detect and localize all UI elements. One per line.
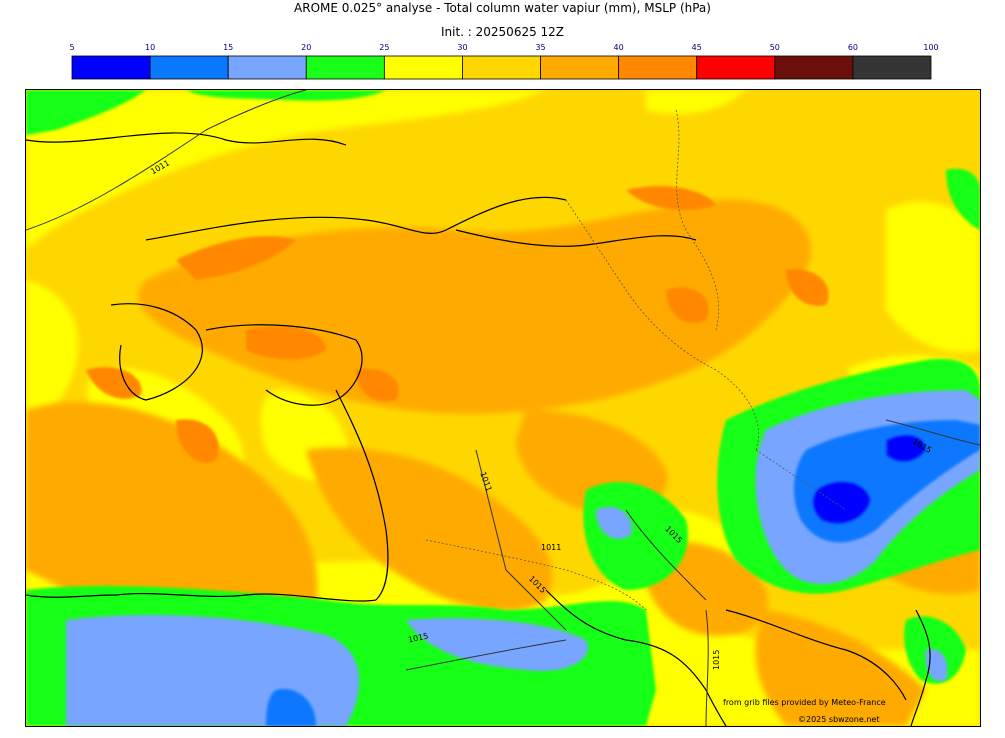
coastlines	[26, 132, 931, 726]
colorbar-swatch	[227, 55, 307, 80]
colorbar-tick-label: 45	[692, 43, 702, 52]
init-time: Init. : 20250625 12Z	[440, 25, 565, 39]
colorbar-swatch	[383, 55, 463, 80]
borders	[425, 109, 847, 611]
colorbar-swatch	[71, 55, 151, 80]
colorbar-tick-label: 5	[69, 43, 74, 52]
field-blue	[266, 420, 980, 726]
field-dark-orange	[86, 185, 829, 463]
colorbar-swatch	[774, 55, 854, 80]
colorbar-tick-label: 60	[848, 43, 858, 52]
colorbar-tick-label: 35	[535, 43, 545, 52]
colorbar-tick-label: 15	[223, 43, 233, 52]
colorbar-tick-label: 25	[379, 43, 389, 52]
colorbar-swatch	[305, 55, 385, 80]
copyright-notice: ©2025 sbwzone.net	[798, 715, 879, 724]
isobar-label: 1011	[541, 543, 561, 552]
colorbar-tick-label: 30	[457, 43, 467, 52]
colorbar-swatch	[618, 55, 698, 80]
water-vapour-map: 1011 1011 1015 1011 1015 1015 1015 1015 …	[25, 89, 981, 727]
colorbar-swatch	[852, 55, 932, 80]
data-credit: from grib files provided by Meteo-France	[723, 698, 886, 707]
isobar-label: 1015	[712, 650, 721, 670]
colorbar-tick-label: 10	[145, 43, 155, 52]
isobar-label: 1015	[407, 632, 429, 645]
isobars	[26, 90, 980, 726]
map-title: AROME 0.025° analyse - Total column wate…	[294, 1, 711, 15]
colorbar-tick-label: 100	[923, 43, 938, 52]
colorbar-swatch	[149, 55, 229, 80]
colorbar-legend: 5 10 15 20 25 30 35 40 45 50 60 100	[69, 43, 939, 80]
colorbar-swatch	[540, 55, 620, 80]
colorbar-tick-label: 50	[770, 43, 780, 52]
colorbar-swatch	[696, 55, 776, 80]
colorbar-tick-label: 40	[614, 43, 624, 52]
colorbar-tick-label: 20	[301, 43, 311, 52]
colorbar-swatch	[462, 55, 541, 80]
